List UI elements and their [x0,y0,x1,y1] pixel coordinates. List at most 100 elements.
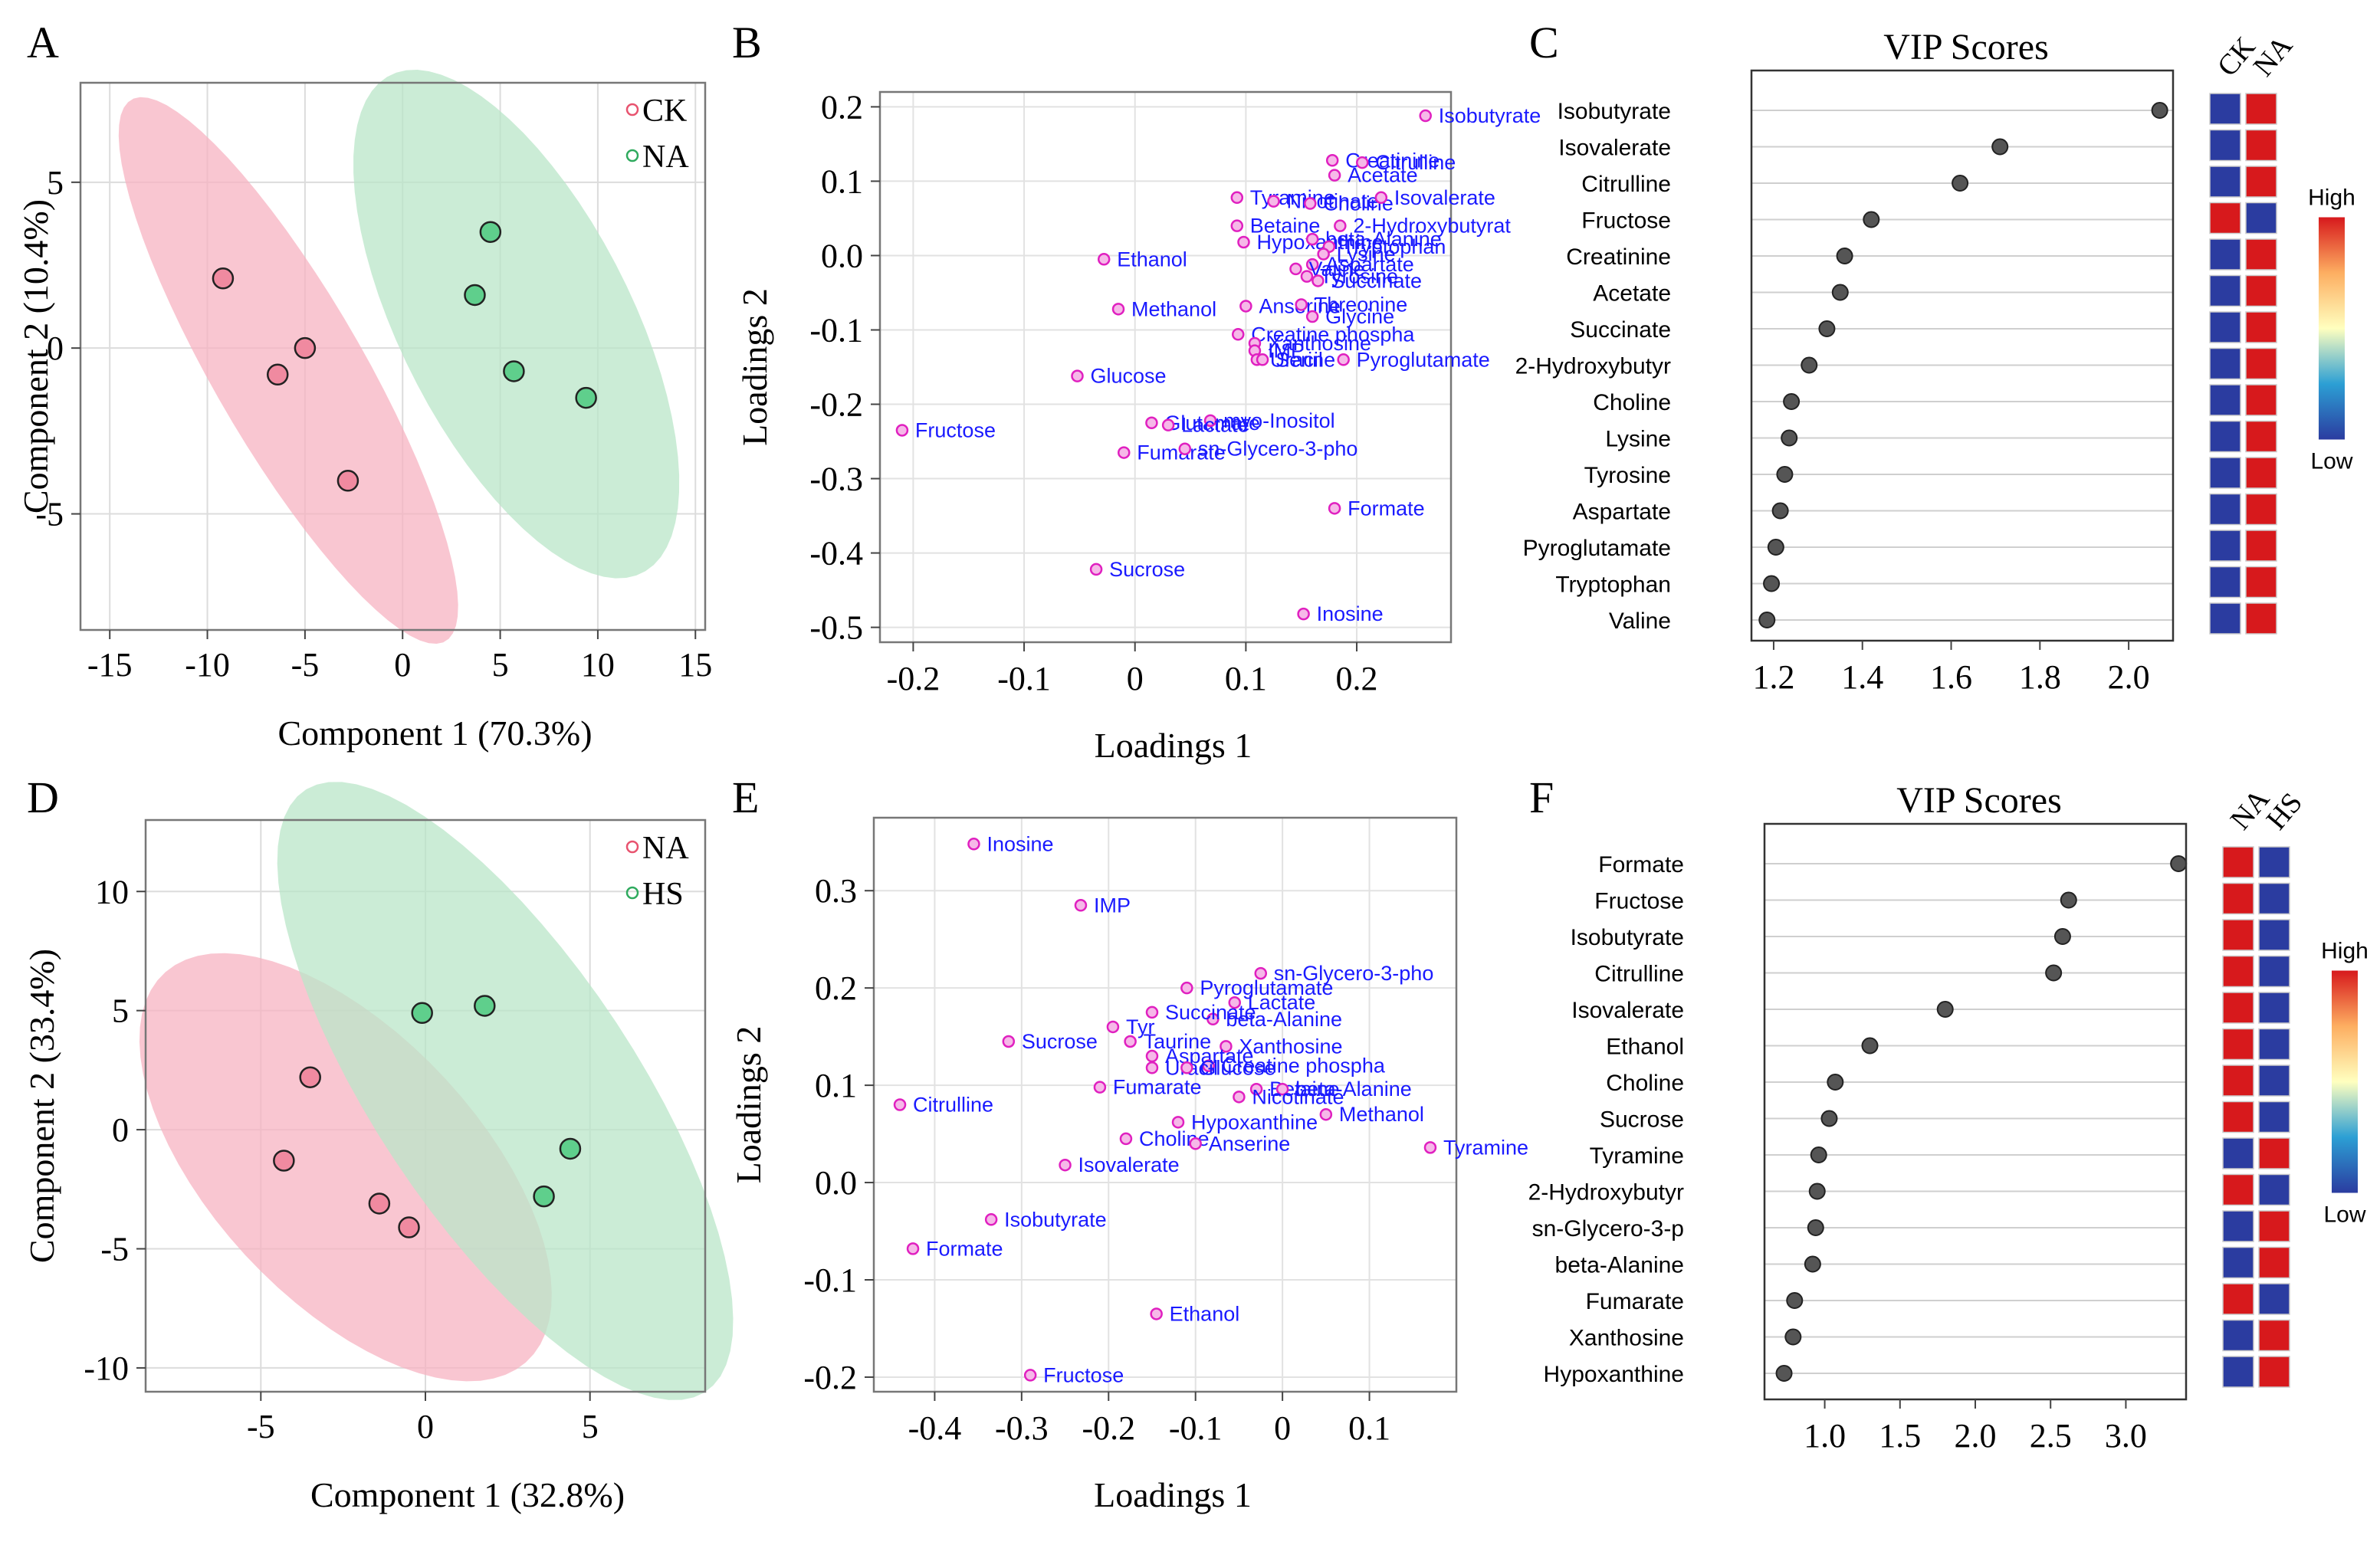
loading-label: Threonine [1315,293,1408,316]
heatmap-cell-hs [2258,1173,2290,1206]
x-tick-label: -0.2 [1082,1409,1135,1447]
confidence-ellipse-na [139,953,552,1382]
loading-label: Sucrose [1109,558,1185,581]
heatmap-cell-na [2245,202,2277,235]
heatmap-cell-na [2245,274,2277,307]
data-point-ck [294,336,317,359]
data-point-na [503,360,525,382]
loading-point [1171,1116,1185,1129]
heatmap-cell-na [2222,992,2254,1024]
heatmap-cell-na [2245,238,2277,271]
data-point-na [575,386,597,409]
heatmap-cell-na [2245,602,2277,635]
loading-point [1328,502,1341,515]
vip-dot [1784,1328,1802,1346]
heatmap-cell-hs [2258,1137,2290,1169]
heatmap-cell-na [2245,457,2277,489]
y-axis-label: Loadings 2 [735,288,774,446]
panel-e-loadings-plot: InosineIMPsn-Glycero-3-phoPyroglutamateL… [729,816,1528,1514]
heatmap-cell-na [2222,1064,2254,1097]
heatmap-cell-ck [2209,493,2241,526]
vip-dot [1863,211,1880,228]
vip-dot [1767,539,1784,556]
heatmap-cell-hs [2258,1283,2290,1315]
data-point-hs [474,995,496,1017]
heatmap-cell-na [2245,166,2277,198]
x-tick-label: -0.3 [995,1409,1049,1447]
loading-label: Citrulline [913,1094,993,1117]
vip-title: VIP Scores [1883,27,2049,67]
heatmap-cell-na [2222,1319,2254,1352]
y-axis-label: Loadings 2 [729,1026,768,1184]
vip-dot [1763,575,1781,592]
y-tick-label: 0.2 [815,969,857,1007]
loading-point [1202,1059,1215,1072]
loading-point [1124,1035,1137,1048]
loading-label: Glucose [1200,1056,1275,1079]
heatmap-cell-ck [2209,238,2241,271]
loading-point [1423,1141,1437,1154]
heatmap-cell-na [2222,882,2254,915]
y-tick-label: 10 [95,873,129,910]
loading-label: IMP [1094,894,1131,917]
panel-d-scores-plot: -5 0 5 10 5 0 -5 -10 Component 1 (32.8%) Componen… [22,782,734,1514]
loading-label: myo-Inositol [1223,409,1335,432]
loading-point [1254,966,1268,980]
x-axis-label: Component 1 (32.8%) [310,1475,625,1514]
y-tick-label: 5 [112,992,129,1030]
x-tick-label: 2.5 [2030,1417,2072,1455]
heatmap-cell-ck [2209,129,2241,162]
data-point-ck [336,470,359,492]
vip-dot [1758,612,1776,628]
loading-point [1356,156,1369,169]
heatmap-cell-na [2222,1173,2254,1206]
loading-label: Isobutyrate [1439,104,1541,127]
vip-dot [1952,175,1969,192]
heatmap-cell-na [2222,1101,2254,1133]
vip-metabolite-label: beta-Alanine [1555,1253,1684,1278]
y-tick-label: -10 [84,1350,129,1387]
vip-metabolite-label: Fructose [1594,889,1684,914]
loading-label: beta-Alanine [1325,228,1442,251]
loading-label: Uracil [1270,348,1323,371]
vip-title: VIP Scores [1896,780,2062,821]
heatmap-cell-na [2245,420,2277,453]
loading-label: Betaine [1250,215,1321,238]
loading-label: Inosine [1317,602,1384,625]
data-point-hs [533,1185,555,1208]
vip-dot [1786,1292,1804,1309]
heatmap-cell-na [2245,311,2277,343]
loading-point [1097,253,1111,266]
loading-point [1337,353,1350,366]
x-tick-label: -0.1 [1169,1409,1223,1447]
loading-label: Tyramine [1250,186,1335,209]
x-tick-label: 1.2 [1752,658,1794,696]
color-scale-high: High [2308,185,2355,211]
loading-label: Fumarate [1113,1076,1202,1099]
x-tick-label: 1.0 [1804,1417,1846,1455]
y-tick-label: -0.1 [809,311,863,349]
y-tick-label: -0.4 [809,535,863,572]
vip-metabolite-label: sn-Glycero-3-p [1532,1216,1684,1242]
vip-metabolite-label: 2-Hydroxybutyr [1528,1180,1684,1205]
loading-point [1093,1081,1107,1094]
loading-point [1002,1035,1016,1048]
loading-label: Taurine [1144,1030,1212,1053]
loading-point [1189,1137,1202,1150]
y-tick-label: -5 [35,496,64,533]
color-scale-high: High [2321,939,2369,964]
vip-metabolite-label: Tryptophan [1555,572,1671,598]
vip-metabolite-label: Citrulline [1581,172,1671,197]
heatmap-cell-ck [2209,530,2241,562]
loading-label: Anserine [1209,1132,1291,1155]
x-tick-label: 2.0 [1955,1417,1997,1455]
loading-label: sn-Glycero-3-pho [1274,962,1434,985]
heatmap-cell-ck [2209,311,2241,343]
x-tick-label: -5 [291,646,320,684]
vip-metabolite-label: Tyrosine [1584,463,1671,488]
vip-metabolite-label: Hypoxanthine [1544,1362,1684,1387]
loading-point [1419,109,1432,123]
x-axis-label: Loadings 1 [1094,1475,1252,1514]
loading-point [1230,191,1244,205]
vip-dot [2053,928,2071,945]
